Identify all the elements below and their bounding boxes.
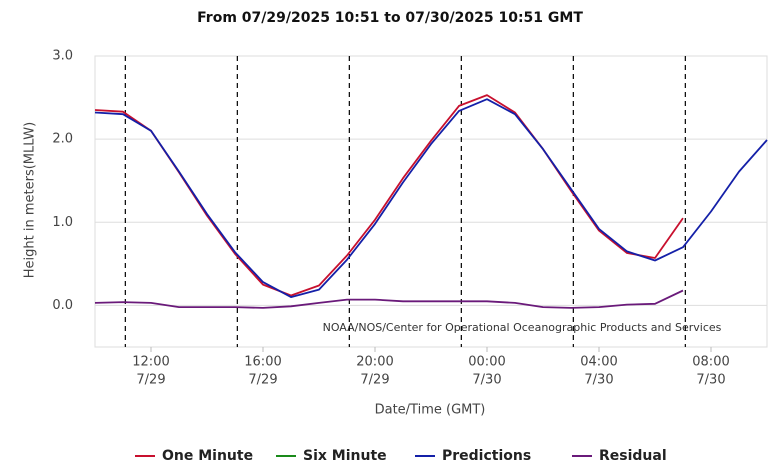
y-tick-label: 2.0 (52, 132, 73, 147)
legend-label: One Minute (162, 448, 253, 464)
x-tick-label: 20:00 (356, 355, 393, 370)
x-tick-label: 7/30 (696, 373, 725, 388)
x-tick-label: 7/29 (360, 373, 389, 388)
x-tick-label: 7/30 (584, 373, 613, 388)
y-tick-label: 1.0 (52, 215, 73, 230)
legend-label: Predictions (442, 448, 531, 464)
series-line (94, 289, 684, 309)
x-tick-label: 16:00 (244, 355, 281, 370)
x-tick-label: 00:00 (468, 355, 505, 370)
x-tick-label: 7/30 (472, 373, 501, 388)
y-tick-label: 0.0 (52, 298, 73, 313)
x-tick-label: 04:00 (580, 355, 617, 370)
annotation: NOAA/NOS/Center for Operational Oceanogr… (323, 321, 722, 334)
x-axis-label: Date/Time (GMT) (375, 403, 486, 418)
legend-label: Six Minute (303, 448, 387, 464)
y-axis-label: Height in meters(MLLW) (23, 122, 38, 278)
chart-subtitle: From 07/29/2025 10:51 to 07/30/2025 10:5… (197, 10, 583, 26)
x-tick-label: 7/29 (248, 373, 277, 388)
series-line (94, 94, 684, 297)
x-tick-label: 08:00 (692, 355, 729, 370)
x-tick-label: 7/29 (136, 373, 165, 388)
plot-frame (94, 55, 768, 348)
series-line (94, 98, 768, 298)
x-tick-label: 12:00 (132, 355, 169, 370)
legend-label: Residual (599, 448, 667, 464)
y-tick-label: 3.0 (52, 49, 73, 64)
